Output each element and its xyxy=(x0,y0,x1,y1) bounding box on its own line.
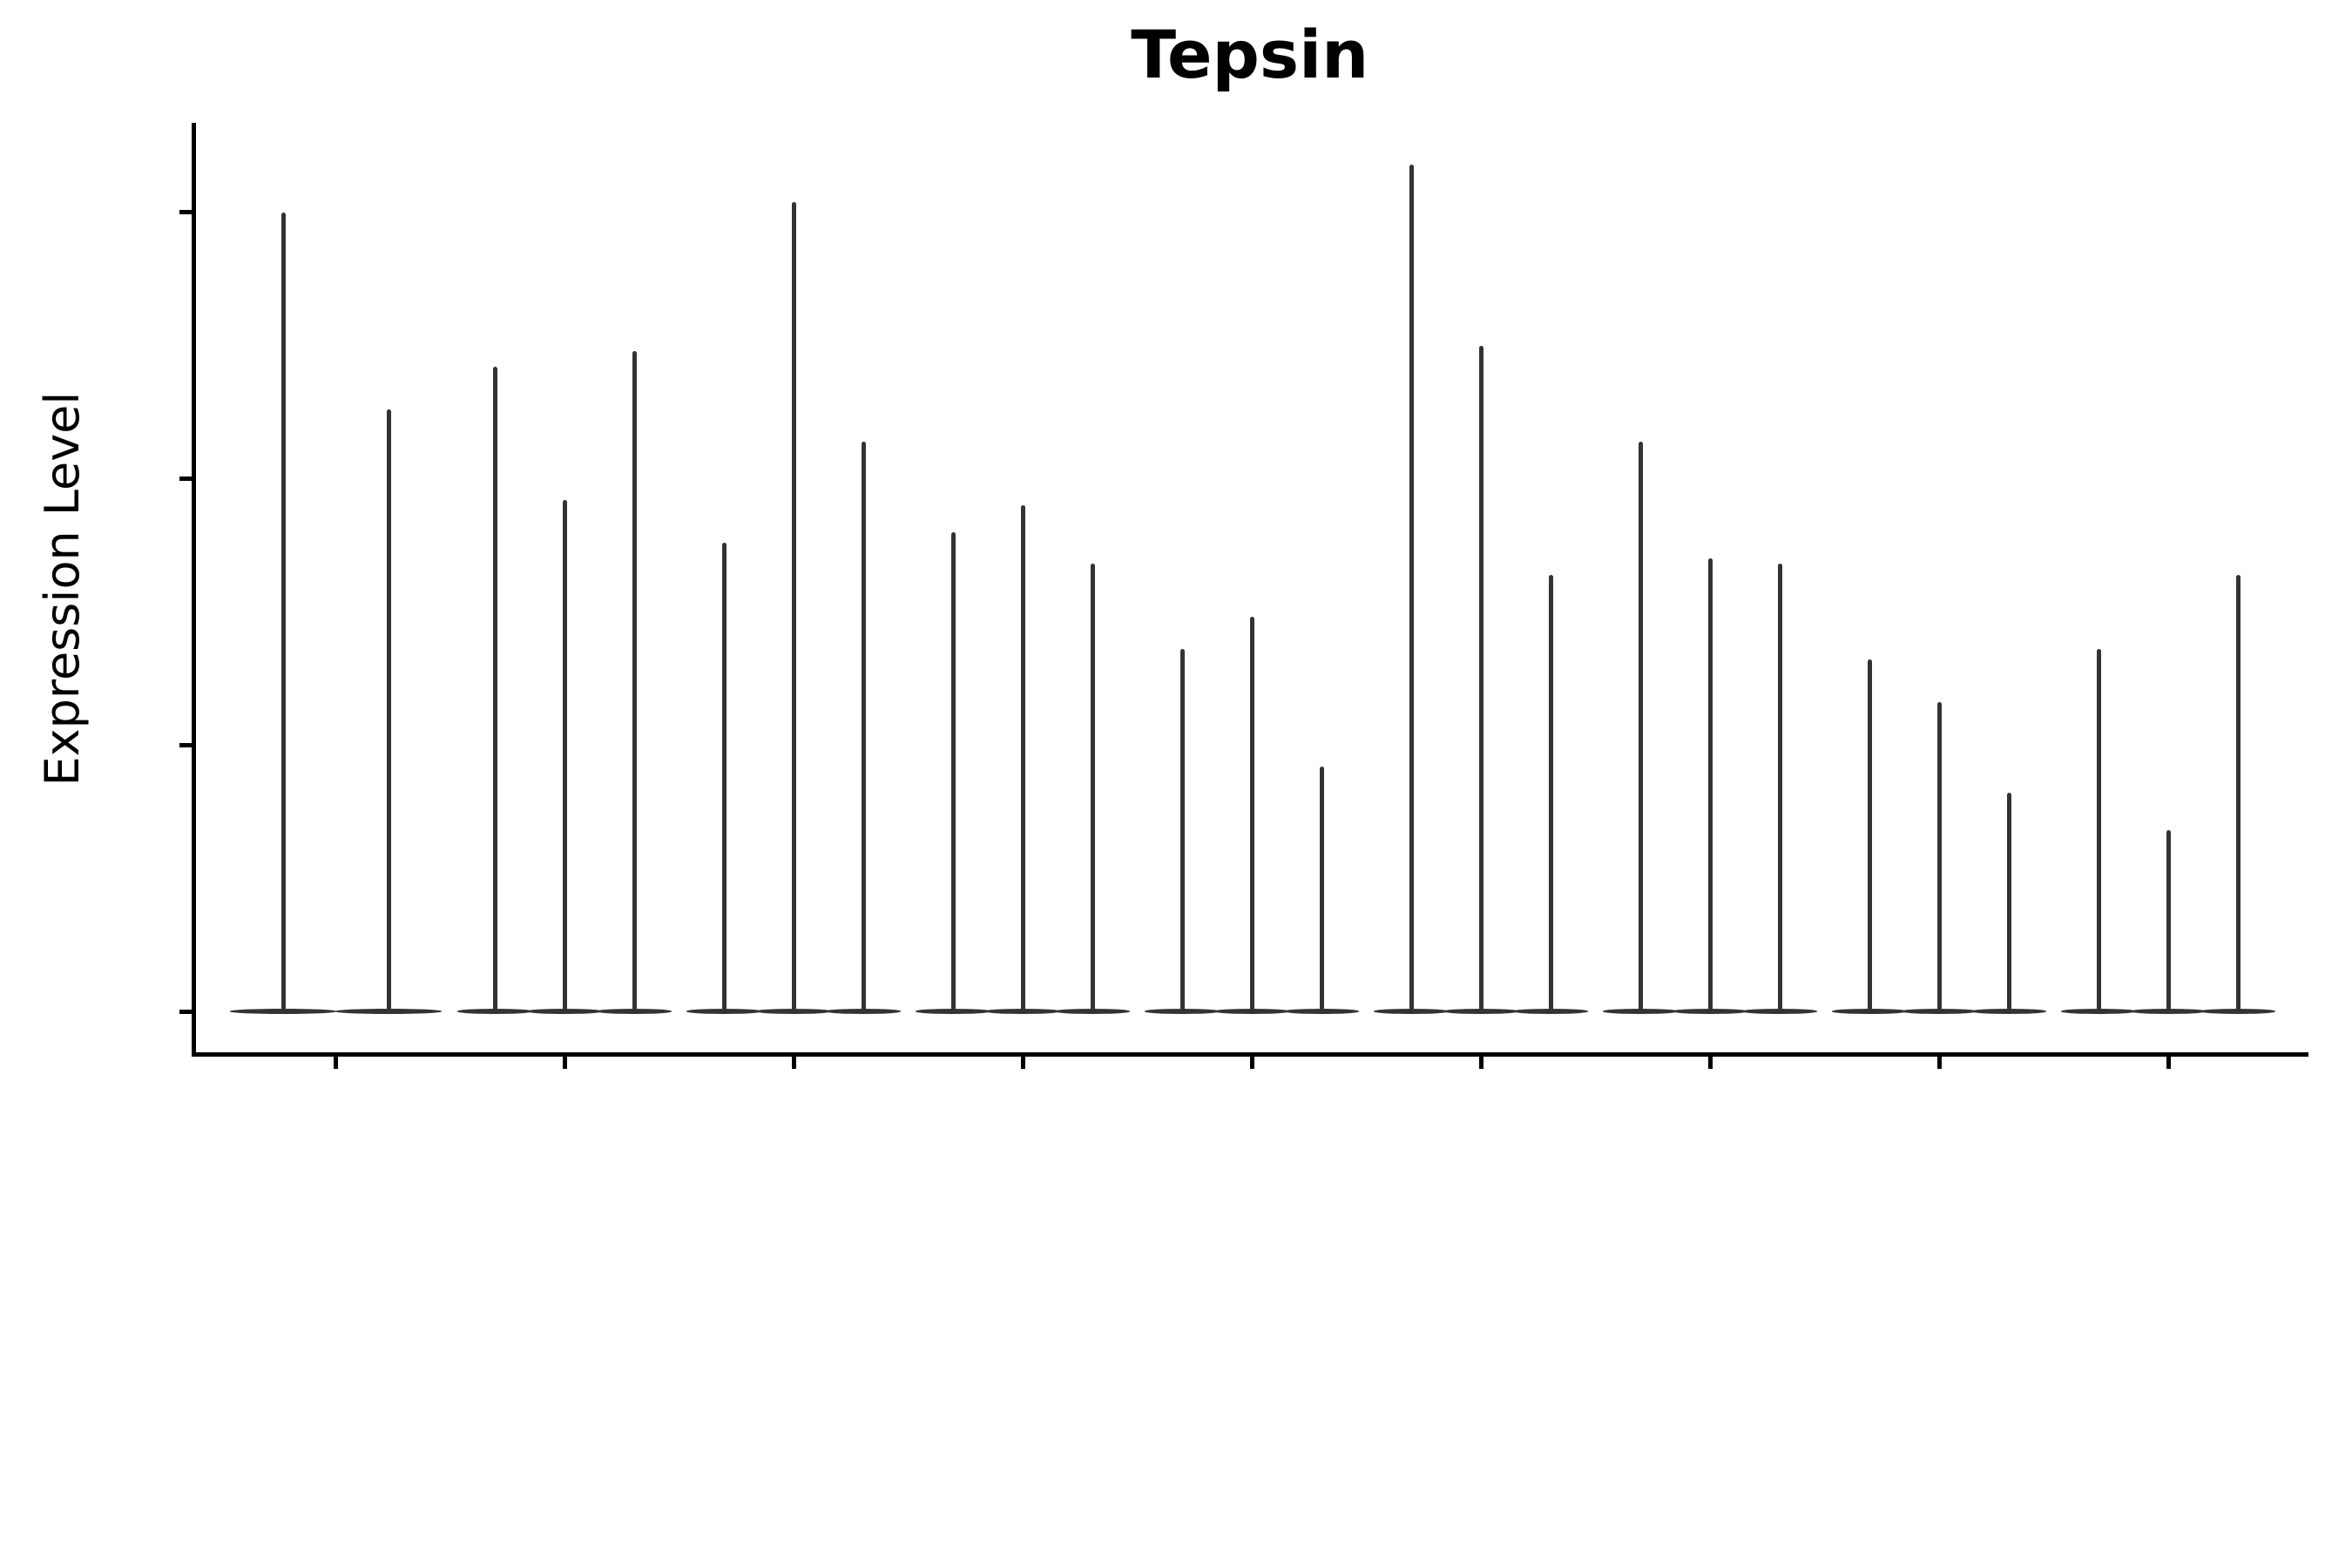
violin-spike xyxy=(950,531,956,1011)
violin-spike xyxy=(791,201,796,1011)
violin-base xyxy=(1374,1009,1449,1014)
x-tick-mark xyxy=(1478,1056,1484,1069)
violin-spike xyxy=(1478,345,1484,1011)
violin-base xyxy=(756,1009,831,1014)
violin-spike xyxy=(492,367,497,1011)
violin-spike xyxy=(1867,659,1872,1011)
violin-base xyxy=(1055,1009,1130,1014)
violin-spike xyxy=(1638,441,1643,1011)
violin-spike xyxy=(562,499,567,1011)
violin-base xyxy=(1214,1009,1289,1014)
violin-spike xyxy=(2166,830,2171,1011)
violin-base xyxy=(457,1009,532,1014)
violin-base xyxy=(2061,1009,2136,1014)
x-tick-mark xyxy=(1020,1056,1025,1069)
violin-base xyxy=(1971,1009,2046,1014)
x-tick-mark xyxy=(333,1056,338,1069)
violin-base xyxy=(2200,1009,2275,1014)
violin-base xyxy=(916,1009,990,1014)
violin-spike xyxy=(386,409,391,1011)
violin-base xyxy=(1603,1009,1678,1014)
violin-base xyxy=(1902,1009,1977,1014)
violin-base xyxy=(597,1009,672,1014)
x-tick-mark xyxy=(2166,1056,2171,1069)
y-tick-mark-0.0 xyxy=(179,1009,192,1014)
violin-spike xyxy=(1707,558,1713,1011)
y-axis-label: Expression Level xyxy=(35,391,90,787)
y-tick-mark-0.5 xyxy=(179,742,192,747)
violin-base xyxy=(527,1009,602,1014)
violin-spike xyxy=(861,441,866,1011)
x-tick-mark xyxy=(791,1056,796,1069)
violin-spike xyxy=(1319,766,1324,1011)
violin-base xyxy=(1673,1009,1747,1014)
violin-spike xyxy=(632,350,637,1011)
violin-spike xyxy=(280,212,286,1011)
violin-base xyxy=(686,1009,761,1014)
violin-base xyxy=(1513,1009,1588,1014)
violin-spike xyxy=(1090,564,1095,1011)
violin-base xyxy=(1742,1009,1817,1014)
violin-base xyxy=(230,1009,336,1014)
x-tick-mark xyxy=(1707,1056,1713,1069)
chart-title: Tepsin xyxy=(1131,16,1369,93)
y-tick-mark-1.5 xyxy=(179,210,192,215)
violin-spike xyxy=(1777,564,1782,1011)
violin-spike xyxy=(1249,617,1254,1011)
violin-spike xyxy=(2096,649,2101,1011)
x-tick-mark xyxy=(562,1056,567,1069)
violin-spike xyxy=(1020,505,1025,1011)
violin-spike xyxy=(1936,702,1942,1011)
violin-spike xyxy=(2006,793,2011,1011)
violin-base xyxy=(1443,1009,1518,1014)
y-axis-spine xyxy=(191,123,196,1057)
x-tick-mark xyxy=(1249,1056,1254,1069)
y-tick-mark-1.0 xyxy=(179,476,192,481)
violin-base xyxy=(1145,1009,1220,1014)
x-axis-spine xyxy=(191,1051,2308,1057)
violin-spike xyxy=(1409,164,1414,1011)
violin-spike xyxy=(721,542,727,1011)
violin-base xyxy=(2131,1009,2206,1014)
violin-base xyxy=(1284,1009,1359,1014)
violin-base xyxy=(985,1009,1060,1014)
violin-base xyxy=(335,1009,442,1014)
x-tick-mark xyxy=(1936,1056,1942,1069)
violin-spike xyxy=(1179,649,1185,1011)
violin-spike xyxy=(1548,574,1553,1011)
violin-spike xyxy=(2235,574,2240,1011)
violin-base xyxy=(826,1009,901,1014)
violin-base xyxy=(1832,1009,1907,1014)
